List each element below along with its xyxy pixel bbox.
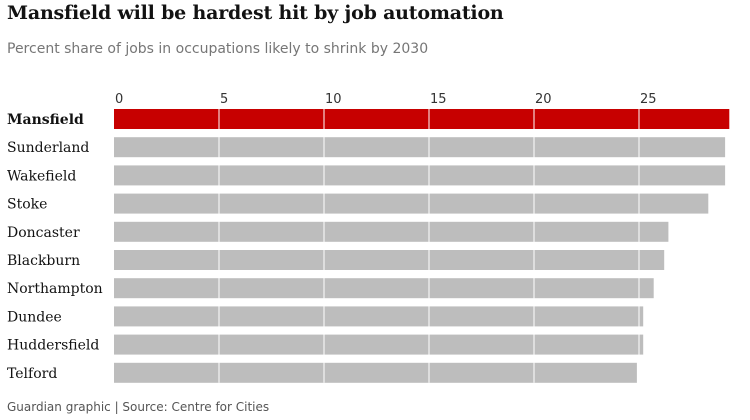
category-label-doncaster: Doncaster [7, 225, 80, 241]
gridlines-layer [218, 101, 640, 383]
category-label-blackburn: Blackburn [7, 253, 80, 269]
category-label-dundee: Dundee [7, 309, 62, 325]
bar-blackburn [114, 250, 665, 270]
bar-northampton [114, 278, 654, 299]
category-label-stoke: Stoke [7, 197, 47, 213]
x-tick-label: 15 [430, 92, 447, 107]
category-label-wakefield: Wakefield [7, 168, 76, 184]
chart-title: Mansfield will be hardest hit by job aut… [7, 2, 504, 24]
bar-sunderland [114, 137, 726, 158]
category-label-mansfield: Mansfield [7, 112, 84, 128]
bar-huddersfield [114, 334, 644, 355]
x-tick-label: 25 [640, 92, 657, 107]
bar-wakefield [114, 165, 726, 186]
chart-source: Guardian graphic | Source: Centre for Ci… [7, 400, 270, 414]
chart-subtitle: Percent share of jobs in occupations lik… [7, 41, 429, 57]
bar-telford [114, 362, 637, 383]
category-labels-layer: Mansfield Sunderland Wakefield Stoke Doncast… [7, 112, 103, 382]
bar-dundee [114, 306, 644, 327]
category-label-northampton: Northampton [7, 281, 103, 297]
x-tick-label: 20 [535, 92, 552, 107]
x-tick-label: 0 [115, 92, 123, 107]
x-tick-label: 5 [220, 92, 228, 107]
bars-layer [114, 109, 730, 383]
category-label-huddersfield: Huddersfield [7, 338, 99, 354]
bar-stoke [114, 193, 709, 214]
bar-doncaster [114, 221, 669, 242]
category-label-telford: Telford [7, 366, 57, 382]
x-axis-ticks: 0 5 10 15 20 25 [115, 92, 657, 107]
x-tick-label: 10 [325, 92, 342, 107]
bar-mansfield [114, 109, 730, 129]
category-label-sunderland: Sunderland [7, 140, 89, 156]
